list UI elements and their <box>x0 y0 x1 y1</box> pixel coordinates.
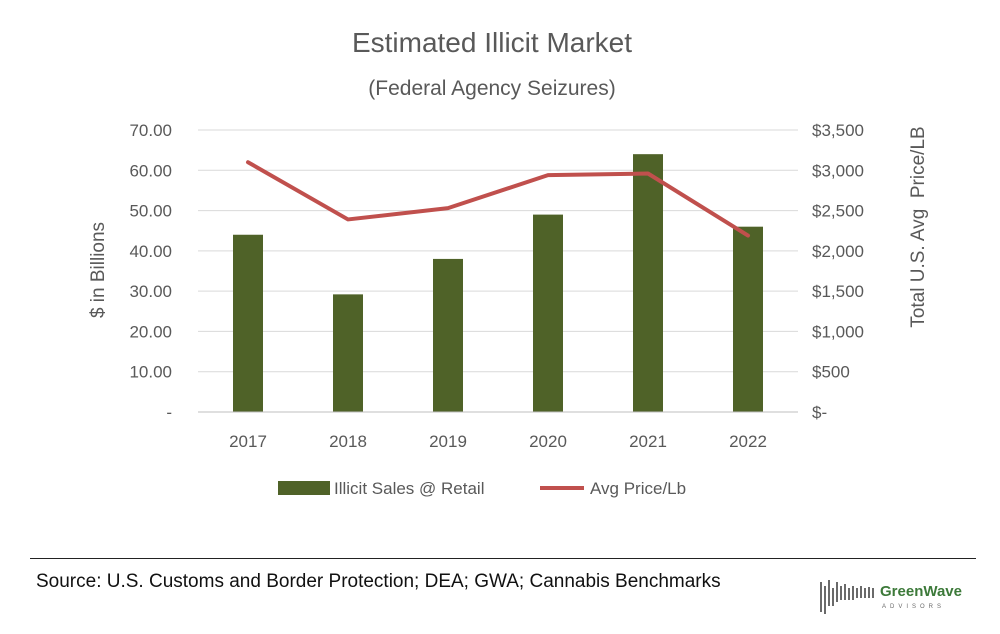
y2-tick-label: $1,000 <box>812 322 864 341</box>
y2-tick-label: $1,500 <box>812 282 864 301</box>
line-series <box>246 160 750 238</box>
greenwave-logo: GreenWave ADVISORS <box>820 580 962 614</box>
bar <box>333 294 363 412</box>
x-tick-label: 2021 <box>629 432 667 451</box>
y2-tick-label: $2,000 <box>812 242 864 261</box>
chart-subtitle: (Federal Agency Seizures) <box>368 77 615 100</box>
chart: Estimated Illicit Market (Federal Agency… <box>88 27 929 498</box>
legend: Illicit Sales @ Retail Avg Price/Lb <box>278 479 686 498</box>
x-tick-label: 2018 <box>329 432 367 451</box>
logo-name: GreenWave <box>880 583 962 600</box>
y-axis-label: $ in Billions <box>88 222 109 318</box>
y2-tick-label: $3,000 <box>812 161 864 180</box>
x-tick-label: 2019 <box>429 432 467 451</box>
y2-tick-label: $- <box>812 403 827 422</box>
y-tick-label: 30.00 <box>129 282 172 301</box>
legend-label-line: Avg Price/Lb <box>590 479 686 498</box>
logo-mark-icon <box>820 580 874 614</box>
legend-swatch-bar <box>278 481 330 495</box>
y2-axis-label: Total U.S. Avg Price/LB <box>908 126 929 327</box>
y-tick-label: - <box>166 403 172 422</box>
y-tick-label: 60.00 <box>129 161 172 180</box>
bar <box>733 226 763 412</box>
bar <box>533 214 563 412</box>
avg-price-line <box>246 160 750 238</box>
y-tick-label: 40.00 <box>129 242 172 261</box>
footer-divider <box>30 558 976 559</box>
y2-tick-label: $500 <box>812 363 850 382</box>
chart-title: Estimated Illicit Market <box>352 27 632 58</box>
source-note: Source: U.S. Customs and Border Protecti… <box>36 571 721 592</box>
gridlines <box>198 129 798 373</box>
bar-series <box>233 154 763 412</box>
y2-tick-label: $2,500 <box>812 202 864 221</box>
y-tick-label: 70.00 <box>129 121 172 140</box>
x-tick-label: 2017 <box>229 432 267 451</box>
y-tick-label: 20.00 <box>129 322 172 341</box>
x-tick-label: 2020 <box>529 432 567 451</box>
bar <box>433 258 463 412</box>
logo-subtitle: ADVISORS <box>882 604 945 610</box>
bar <box>233 234 263 412</box>
x-tick-label: 2022 <box>729 432 767 451</box>
y2-tick-label: $3,500 <box>812 121 864 140</box>
legend-label-bar: Illicit Sales @ Retail <box>334 479 484 498</box>
y-tick-label: 10.00 <box>129 363 172 382</box>
axes: - 10.00 20.00 30.00 40.00 50.00 60.00 70.00 $- $5… <box>129 121 864 451</box>
bar <box>633 154 663 412</box>
y-tick-label: 50.00 <box>129 202 172 221</box>
